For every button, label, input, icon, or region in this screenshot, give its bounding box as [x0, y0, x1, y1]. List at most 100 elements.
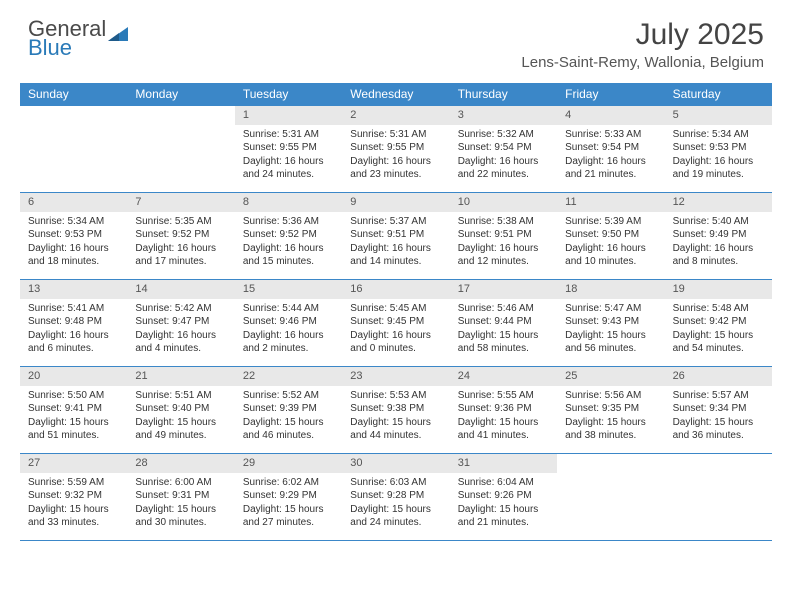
day-cell: 30Sunrise: 6:03 AMSunset: 9:28 PMDayligh… [342, 454, 449, 540]
dow-cell: Thursday [450, 83, 557, 105]
daylight-text: Daylight: 16 hours and 24 minutes. [243, 155, 336, 182]
daylight-text: Daylight: 16 hours and 10 minutes. [565, 242, 658, 269]
day-cell: 22Sunrise: 5:52 AMSunset: 9:39 PMDayligh… [235, 367, 342, 453]
day-body: Sunrise: 5:40 AMSunset: 9:49 PMDaylight:… [665, 212, 772, 272]
day-number: 20 [20, 367, 127, 386]
logo: GeneralBlue [28, 18, 128, 59]
day-cell: 27Sunrise: 5:59 AMSunset: 9:32 PMDayligh… [20, 454, 127, 540]
sunrise-text: Sunrise: 5:44 AM [243, 302, 336, 316]
day-number: 26 [665, 367, 772, 386]
sunset-text: Sunset: 9:45 PM [350, 315, 443, 329]
day-body: Sunrise: 5:32 AMSunset: 9:54 PMDaylight:… [450, 125, 557, 185]
day-number: 11 [557, 193, 664, 212]
day-cell: 16Sunrise: 5:45 AMSunset: 9:45 PMDayligh… [342, 280, 449, 366]
day-number: 16 [342, 280, 449, 299]
logo-text-2: Blue [28, 37, 128, 59]
day-body: Sunrise: 6:04 AMSunset: 9:26 PMDaylight:… [450, 473, 557, 533]
daylight-text: Daylight: 16 hours and 15 minutes. [243, 242, 336, 269]
sunrise-text: Sunrise: 5:38 AM [458, 215, 551, 229]
sunrise-text: Sunrise: 5:32 AM [458, 128, 551, 142]
day-body: Sunrise: 5:35 AMSunset: 9:52 PMDaylight:… [127, 212, 234, 272]
daylight-text: Daylight: 16 hours and 19 minutes. [673, 155, 766, 182]
sunset-text: Sunset: 9:53 PM [28, 228, 121, 242]
sunset-text: Sunset: 9:28 PM [350, 489, 443, 503]
sunrise-text: Sunrise: 5:53 AM [350, 389, 443, 403]
sunrise-text: Sunrise: 5:56 AM [565, 389, 658, 403]
day-cell: 14Sunrise: 5:42 AMSunset: 9:47 PMDayligh… [127, 280, 234, 366]
day-cell: 19Sunrise: 5:48 AMSunset: 9:42 PMDayligh… [665, 280, 772, 366]
sunset-text: Sunset: 9:31 PM [135, 489, 228, 503]
day-cell: 3Sunrise: 5:32 AMSunset: 9:54 PMDaylight… [450, 106, 557, 192]
sunrise-text: Sunrise: 5:47 AM [565, 302, 658, 316]
day-cell: 2Sunrise: 5:31 AMSunset: 9:55 PMDaylight… [342, 106, 449, 192]
day-body: Sunrise: 5:42 AMSunset: 9:47 PMDaylight:… [127, 299, 234, 359]
day-cell: 23Sunrise: 5:53 AMSunset: 9:38 PMDayligh… [342, 367, 449, 453]
day-cell: 20Sunrise: 5:50 AMSunset: 9:41 PMDayligh… [20, 367, 127, 453]
sunrise-text: Sunrise: 5:40 AM [673, 215, 766, 229]
sunset-text: Sunset: 9:38 PM [350, 402, 443, 416]
day-cell: 25Sunrise: 5:56 AMSunset: 9:35 PMDayligh… [557, 367, 664, 453]
week-row: 13Sunrise: 5:41 AMSunset: 9:48 PMDayligh… [20, 279, 772, 366]
sunrise-text: Sunrise: 6:02 AM [243, 476, 336, 490]
day-body: Sunrise: 5:47 AMSunset: 9:43 PMDaylight:… [557, 299, 664, 359]
day-body: Sunrise: 5:46 AMSunset: 9:44 PMDaylight:… [450, 299, 557, 359]
day-number: 29 [235, 454, 342, 473]
day-number: 25 [557, 367, 664, 386]
sunset-text: Sunset: 9:52 PM [135, 228, 228, 242]
daylight-text: Daylight: 16 hours and 2 minutes. [243, 329, 336, 356]
sunrise-text: Sunrise: 5:37 AM [350, 215, 443, 229]
day-body: Sunrise: 6:02 AMSunset: 9:29 PMDaylight:… [235, 473, 342, 533]
daylight-text: Daylight: 15 hours and 41 minutes. [458, 416, 551, 443]
day-body: Sunrise: 5:39 AMSunset: 9:50 PMDaylight:… [557, 212, 664, 272]
sunrise-text: Sunrise: 5:39 AM [565, 215, 658, 229]
day-body: Sunrise: 5:48 AMSunset: 9:42 PMDaylight:… [665, 299, 772, 359]
day-number: 18 [557, 280, 664, 299]
day-number: 19 [665, 280, 772, 299]
day-body: Sunrise: 5:51 AMSunset: 9:40 PMDaylight:… [127, 386, 234, 446]
day-body: Sunrise: 6:03 AMSunset: 9:28 PMDaylight:… [342, 473, 449, 533]
sunset-text: Sunset: 9:53 PM [673, 141, 766, 155]
sunset-text: Sunset: 9:32 PM [28, 489, 121, 503]
sunset-text: Sunset: 9:51 PM [350, 228, 443, 242]
calendar: SundayMondayTuesdayWednesdayThursdayFrid… [0, 75, 792, 541]
day-cell: 28Sunrise: 6:00 AMSunset: 9:31 PMDayligh… [127, 454, 234, 540]
daylight-text: Daylight: 16 hours and 22 minutes. [458, 155, 551, 182]
day-body: Sunrise: 5:37 AMSunset: 9:51 PMDaylight:… [342, 212, 449, 272]
day-cell: 24Sunrise: 5:55 AMSunset: 9:36 PMDayligh… [450, 367, 557, 453]
sunrise-text: Sunrise: 5:41 AM [28, 302, 121, 316]
daylight-text: Daylight: 15 hours and 56 minutes. [565, 329, 658, 356]
day-cell: 31Sunrise: 6:04 AMSunset: 9:26 PMDayligh… [450, 454, 557, 540]
sunset-text: Sunset: 9:36 PM [458, 402, 551, 416]
sunrise-text: Sunrise: 5:57 AM [673, 389, 766, 403]
sunrise-text: Sunrise: 5:52 AM [243, 389, 336, 403]
sunrise-text: Sunrise: 5:51 AM [135, 389, 228, 403]
day-number: 28 [127, 454, 234, 473]
day-body: Sunrise: 5:31 AMSunset: 9:55 PMDaylight:… [342, 125, 449, 185]
sunrise-text: Sunrise: 5:31 AM [243, 128, 336, 142]
day-cell: 4Sunrise: 5:33 AMSunset: 9:54 PMDaylight… [557, 106, 664, 192]
day-cell: 12Sunrise: 5:40 AMSunset: 9:49 PMDayligh… [665, 193, 772, 279]
day-number: 5 [665, 106, 772, 125]
day-cell: 7Sunrise: 5:35 AMSunset: 9:52 PMDaylight… [127, 193, 234, 279]
dow-cell: Friday [557, 83, 664, 105]
day-number: 6 [20, 193, 127, 212]
sunrise-text: Sunrise: 5:35 AM [135, 215, 228, 229]
daylight-text: Daylight: 15 hours and 44 minutes. [350, 416, 443, 443]
daylight-text: Daylight: 16 hours and 21 minutes. [565, 155, 658, 182]
sunrise-text: Sunrise: 5:34 AM [673, 128, 766, 142]
sunrise-text: Sunrise: 5:34 AM [28, 215, 121, 229]
day-body: Sunrise: 6:00 AMSunset: 9:31 PMDaylight:… [127, 473, 234, 533]
day-cell: 29Sunrise: 6:02 AMSunset: 9:29 PMDayligh… [235, 454, 342, 540]
week-row: 1Sunrise: 5:31 AMSunset: 9:55 PMDaylight… [20, 105, 772, 192]
week-row: 6 Sunrise: 5:34 AMSunset: 9:53 PM Daylight… [20, 192, 772, 279]
sunset-text: Sunset: 9:43 PM [565, 315, 658, 329]
sunset-text: Sunset: 9:48 PM [28, 315, 121, 329]
day-cell [665, 454, 772, 540]
sunset-text: Sunset: 9:41 PM [28, 402, 121, 416]
sunrise-text: Sunrise: 6:00 AM [135, 476, 228, 490]
sunset-text: Sunset: 9:55 PM [350, 141, 443, 155]
daylight-text: Daylight: 16 hours and 14 minutes. [350, 242, 443, 269]
dow-cell: Tuesday [235, 83, 342, 105]
sunset-text: Sunset: 9:49 PM [673, 228, 766, 242]
day-body: Sunrise: 5:56 AMSunset: 9:35 PMDaylight:… [557, 386, 664, 446]
